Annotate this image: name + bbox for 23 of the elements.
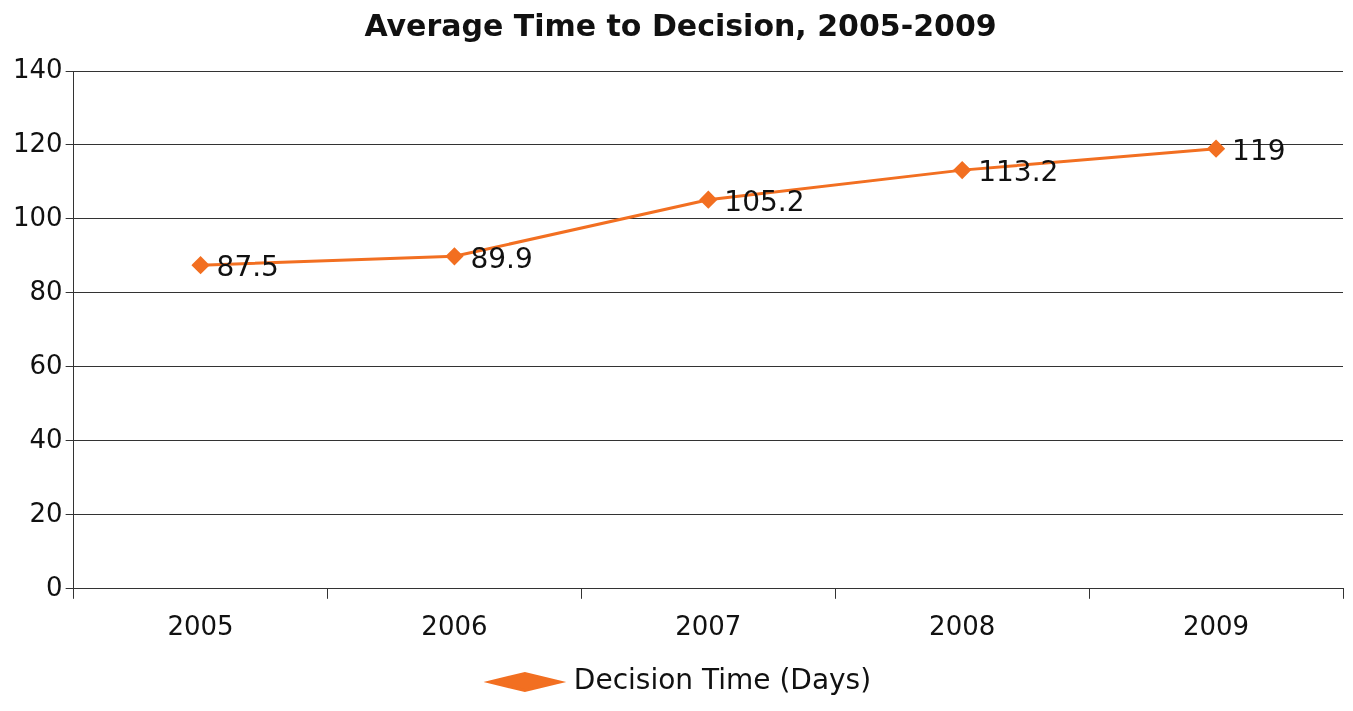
point <box>192 256 210 274</box>
data-label: 113.2 <box>978 155 1059 189</box>
x-tick-label: 2006 <box>421 611 488 642</box>
x-tick-label: 2005 <box>167 611 234 642</box>
point <box>445 247 463 265</box>
legend-label: Decision Time (Days) <box>573 663 872 697</box>
data-label: 105.2 <box>724 184 805 218</box>
y-tick-label: 20 <box>29 497 63 528</box>
y-tick-label: 0 <box>46 571 63 602</box>
chart-title: Average Time to Decision, 2005-2009 <box>364 7 997 43</box>
y-tick-label: 140 <box>12 53 63 84</box>
y-tick-label: 100 <box>12 201 63 232</box>
x-tick-label: 2009 <box>1182 611 1250 642</box>
point <box>1207 140 1225 158</box>
data-label: 89.9 <box>470 241 533 275</box>
point <box>953 161 971 179</box>
x-tick-label: 2007 <box>675 611 742 642</box>
x-tick-label: 2008 <box>929 611 996 642</box>
y-tick-label: 80 <box>29 275 63 306</box>
y-tick-label: 120 <box>12 127 63 158</box>
point <box>699 191 717 209</box>
y-tick-label: 40 <box>29 423 63 454</box>
y-tick-label: 60 <box>29 349 63 380</box>
